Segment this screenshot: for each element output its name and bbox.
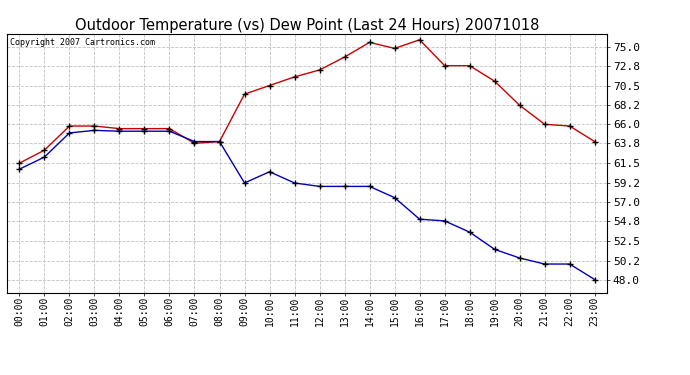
Text: Copyright 2007 Cartronics.com: Copyright 2007 Cartronics.com (10, 38, 155, 46)
Title: Outdoor Temperature (vs) Dew Point (Last 24 Hours) 20071018: Outdoor Temperature (vs) Dew Point (Last… (75, 18, 540, 33)
